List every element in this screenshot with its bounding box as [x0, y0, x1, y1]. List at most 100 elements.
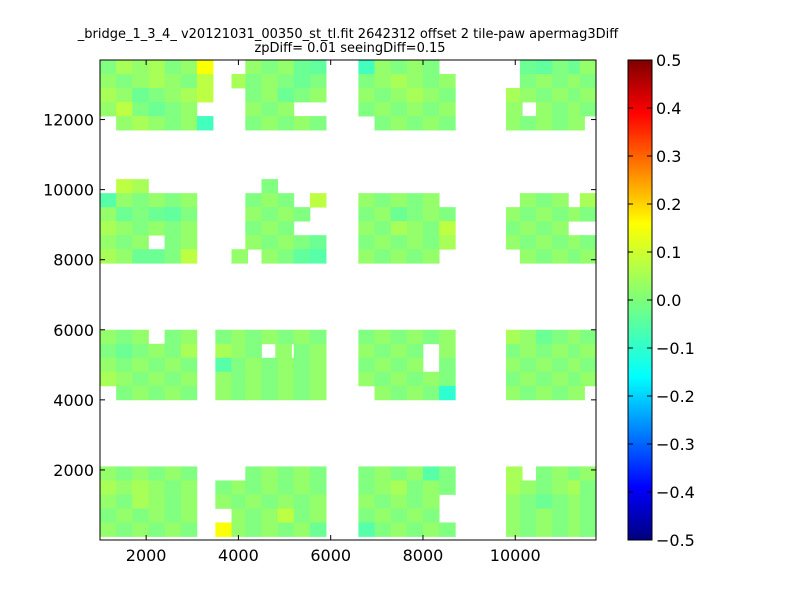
- heatmap-cell: [374, 357, 392, 373]
- heatmap-cell: [536, 480, 553, 495]
- heatmap-cell: [374, 466, 392, 481]
- heatmap-cell: [180, 207, 198, 222]
- heatmap-cell: [277, 74, 295, 89]
- heatmap-cell: [277, 522, 295, 537]
- heatmap-cell: [579, 357, 597, 373]
- heatmap-cell: [100, 494, 117, 509]
- heatmap-cell: [148, 74, 165, 89]
- heatmap-cell: [215, 522, 232, 537]
- heatmap-cell: [100, 74, 117, 89]
- heatmap-cell: [261, 235, 279, 250]
- heatmap-cell: [180, 116, 198, 131]
- heatmap-cell: [390, 466, 408, 481]
- heatmap-cell: [132, 60, 149, 75]
- heatmap-cell: [390, 329, 408, 345]
- heatmap-cell: [231, 522, 249, 537]
- heatmap-cell: [180, 508, 198, 523]
- heatmap-cell: [231, 494, 249, 509]
- heatmap-cell: [116, 466, 133, 481]
- heatmap-cell: [164, 102, 182, 117]
- heatmap-cell: [215, 329, 232, 345]
- heatmap-cell: [439, 88, 456, 103]
- heatmap-cell: [406, 88, 424, 103]
- heatmap-cell: [506, 329, 523, 345]
- heatmap-cell: [439, 343, 456, 359]
- colorbar-tick-label: 0.3: [656, 147, 681, 166]
- heatmap-cell: [519, 480, 537, 495]
- heatmap-cell: [579, 102, 597, 117]
- heatmap-cell: [277, 102, 295, 117]
- heatmap-cell: [406, 385, 424, 401]
- heatmap-cell: [180, 357, 198, 373]
- heatmap-cell: [406, 102, 424, 117]
- heatmap-cell: [422, 508, 440, 523]
- heatmap-cell: [116, 102, 133, 117]
- heatmap-cell: [536, 508, 553, 523]
- heatmap-cell: [579, 508, 597, 523]
- heatmap-cell: [245, 102, 262, 117]
- heatmap-cell: [390, 235, 408, 250]
- colorbar-tick-label: −0.2: [656, 387, 695, 406]
- heatmap-cell: [245, 522, 262, 537]
- heatmap-cell: [390, 207, 408, 222]
- heatmap-cell: [422, 385, 440, 401]
- heatmap-cell: [579, 371, 597, 387]
- heatmap-cell: [275, 343, 292, 359]
- heatmap-cell: [506, 385, 523, 401]
- heatmap-cell: [132, 74, 149, 89]
- heatmap-cell: [519, 343, 537, 359]
- heatmap-cell: [100, 102, 117, 117]
- heatmap-cell: [196, 88, 214, 103]
- heatmap-cell: [406, 343, 424, 359]
- heatmap-cell: [164, 329, 182, 345]
- heatmap-cell: [116, 357, 133, 373]
- x-axis: 2000 4000 6000 8000 10000: [126, 60, 541, 565]
- heatmap-cell: [180, 466, 198, 481]
- heatmap-cell: [309, 343, 327, 359]
- heatmap-cell: [506, 371, 523, 387]
- heatmap-cell: [180, 522, 198, 537]
- heatmap-cell: [519, 357, 537, 373]
- heatmap-cell: [261, 88, 279, 103]
- heatmap-cell: [245, 221, 262, 236]
- heatmap-cell: [374, 522, 392, 537]
- heatmap-cell: [132, 193, 149, 208]
- heatmap-cell: [148, 480, 165, 495]
- heatmap-cell: [277, 116, 295, 131]
- heatmap-cell: [552, 329, 569, 345]
- heatmap-cell: [215, 343, 232, 359]
- heatmap-cell: [231, 329, 249, 345]
- heatmap-cell: [164, 74, 182, 89]
- heatmap-cell: [164, 249, 182, 264]
- heatmap-cell: [406, 221, 424, 236]
- heatmap-cell: [180, 480, 198, 495]
- heatmap-cell: [293, 116, 311, 131]
- heatmap-cell: [506, 480, 523, 495]
- heatmap-cell: [374, 116, 392, 131]
- heatmap-cell: [277, 235, 295, 250]
- heatmap-cell: [116, 74, 133, 89]
- heatmap-cell: [148, 207, 165, 222]
- heatmap-cell: [579, 193, 597, 208]
- heatmap-cell: [293, 74, 311, 89]
- heatmap-cell: [439, 466, 456, 481]
- heatmap-cell: [552, 74, 569, 89]
- heatmap-cell: [406, 494, 424, 509]
- heatmap-cell: [132, 466, 149, 481]
- heatmap-cell: [277, 480, 295, 495]
- heatmap-cell: [148, 494, 165, 509]
- heatmap-cell: [579, 235, 597, 250]
- heatmap-cell: [164, 466, 182, 481]
- colorbar-axis: 0.5 0.4 0.3 0.2 0.1 0.0 −0.1 −0.2 −0.3 −0.4 −0.5: [628, 51, 695, 550]
- heatmap-cell: [552, 522, 569, 537]
- heatmap-cell: [358, 102, 375, 117]
- heatmap-cell: [358, 221, 375, 236]
- heatmap-cell: [358, 466, 375, 481]
- heatmap-cell: [180, 74, 198, 89]
- colorbar-tick-label: −0.4: [656, 483, 695, 502]
- heatmap-cell: [132, 329, 149, 345]
- x-tick-label: 8000: [403, 546, 444, 565]
- heatmap-cell: [406, 466, 424, 481]
- heatmap-cell: [261, 193, 279, 208]
- heatmap-cell: [390, 249, 408, 264]
